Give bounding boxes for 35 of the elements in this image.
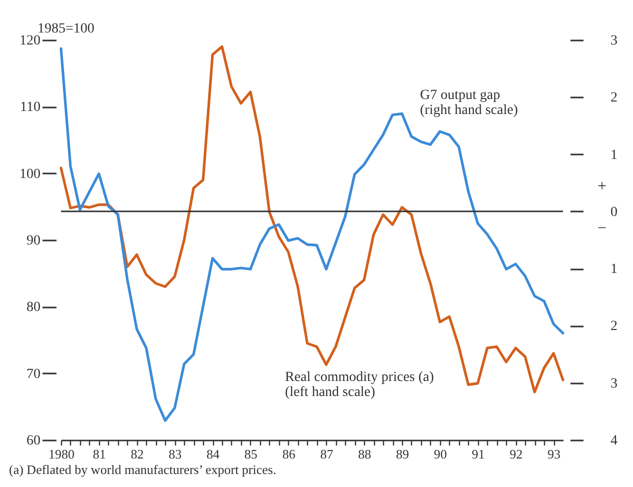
y-tick-label: 100 [20,166,40,182]
x-tick-label: 87 [320,446,334,462]
x-tick-label: 89 [396,446,409,462]
y2-tick-label: 2 [610,319,618,334]
x-tick-label: 88 [358,446,372,462]
y2-tick-label: 0 [610,204,618,220]
text: Real commodity prices (a) (left hand scale) [285,370,434,400]
x-tick-label: 82 [130,446,144,462]
y-tick-label: 110 [20,100,40,116]
x-tick-label: 85 [244,446,258,462]
x-tick-label: 90 [434,446,447,462]
x-tick-label: 83 [168,446,182,462]
y-tick-label: 120 [20,34,40,48]
y2-tick-label: 3 [610,34,618,48]
text: − [597,220,607,237]
y-axis-title: 1985=100 [38,22,94,36]
x-tick-label: 81 [92,446,106,462]
y-tick-label: 70 [26,366,40,382]
text: (a) Deflated by world manufacturers’ export prices. [9,462,276,477]
y2-tick-label: 4 [610,434,618,448]
text: + [597,178,607,195]
x-tick-label: 91 [472,446,485,462]
y-tick-label: 60 [26,434,40,448]
y2-tick-label: 3 [610,376,618,392]
x-tick-label: 92 [510,446,523,462]
y2-tick-label: 1 [610,148,618,163]
x-tick-label: 93 [548,446,561,462]
y-tick-label: 90 [26,234,40,248]
y-tick-label: 80 [26,300,40,316]
y2-tick-label: 2 [610,90,618,106]
x-tick-label: 1980 [48,446,74,462]
series-label: G7 output gap (right hand scale) [420,88,518,118]
x-tick-label: 84 [206,446,220,462]
x-tick-label: 86 [282,446,296,462]
y2-tick-label: 1 [610,262,618,278]
